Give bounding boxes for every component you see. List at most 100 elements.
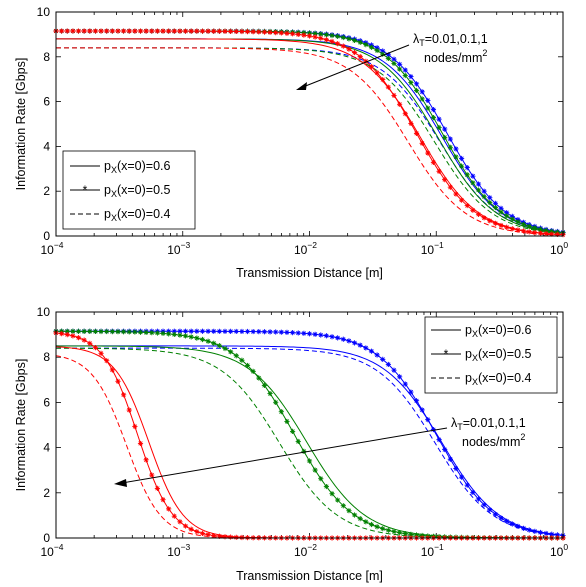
data-point-star bbox=[160, 28, 166, 34]
data-point-star bbox=[487, 199, 493, 206]
data-point-star bbox=[256, 29, 262, 35]
data-point-star bbox=[306, 30, 313, 36]
data-point-star bbox=[261, 29, 268, 35]
chart-panel-top: 0 2 4 6 8 10 10−4 10−3 10−2 10−1 100 Transmission … bbox=[14, 5, 568, 280]
data-point-star bbox=[487, 507, 493, 513]
data-point-star bbox=[92, 28, 99, 34]
annotation-line-1: λT=0.01,0.1,1 bbox=[413, 32, 488, 48]
data-point-star bbox=[222, 345, 228, 352]
data-point-star bbox=[526, 223, 532, 229]
x-tick-label: 10−4 bbox=[40, 542, 63, 559]
data-point-star bbox=[306, 331, 313, 337]
data-point-star bbox=[391, 92, 397, 99]
data-point-star bbox=[132, 329, 138, 335]
data-point-star bbox=[374, 47, 380, 54]
data-point-star bbox=[211, 328, 217, 334]
data-point-star bbox=[464, 165, 470, 171]
data-point-star bbox=[470, 489, 476, 496]
data-point-star bbox=[81, 328, 87, 334]
data-point-star bbox=[515, 219, 521, 225]
annotation-arrow-line bbox=[121, 427, 448, 484]
data-point-star bbox=[532, 225, 538, 231]
data-point-star bbox=[549, 531, 555, 537]
data-point-star bbox=[391, 56, 397, 62]
data-point-star bbox=[244, 362, 251, 369]
data-point-star bbox=[109, 367, 115, 373]
data-point-star bbox=[166, 328, 172, 334]
data-point-star bbox=[233, 28, 239, 35]
data-point-star bbox=[419, 140, 425, 146]
data-point-star bbox=[380, 356, 386, 362]
data-point-star bbox=[323, 483, 329, 490]
y-tick-label: 2 bbox=[43, 184, 50, 198]
data-point-star bbox=[318, 332, 324, 338]
data-point-star bbox=[532, 528, 538, 534]
data-point-star bbox=[391, 60, 397, 67]
data-point-star bbox=[385, 361, 391, 368]
data-point-star bbox=[498, 222, 504, 229]
data-point-star bbox=[278, 409, 284, 415]
plot-frame bbox=[55, 311, 564, 539]
data-point-star bbox=[109, 28, 115, 34]
data-point-star bbox=[211, 28, 217, 34]
data-point-star bbox=[408, 120, 414, 127]
data-point-star bbox=[199, 28, 206, 34]
data-point-star bbox=[498, 205, 504, 211]
data-point-star bbox=[442, 446, 448, 453]
annotation-arrow-line bbox=[302, 44, 410, 88]
data-point-star bbox=[526, 229, 532, 235]
data-point-star bbox=[329, 38, 335, 45]
data-point-star bbox=[436, 124, 442, 131]
data-point-star bbox=[87, 328, 93, 334]
data-point-star bbox=[70, 28, 76, 34]
series-line bbox=[56, 347, 564, 537]
data-point-star bbox=[239, 328, 245, 335]
data-point-star bbox=[87, 340, 93, 346]
data-point-star bbox=[261, 329, 268, 335]
data-point-star bbox=[335, 335, 341, 341]
data-point-star bbox=[470, 173, 476, 179]
data-point-star bbox=[323, 37, 329, 43]
data-point-star bbox=[380, 77, 386, 83]
data-point-star bbox=[498, 209, 504, 215]
y-axis-label: Information Rate [Gbps] bbox=[14, 58, 28, 191]
data-point-star bbox=[92, 328, 99, 335]
data-point-star bbox=[216, 328, 222, 334]
data-point-star bbox=[397, 101, 403, 107]
data-point-star bbox=[222, 534, 228, 540]
legend-item-2: pX(x=0)=0.4 bbox=[70, 207, 171, 223]
data-point-star bbox=[380, 526, 386, 532]
data-point-star bbox=[211, 532, 217, 539]
data-point-star bbox=[132, 28, 138, 34]
data-point-star bbox=[194, 529, 200, 535]
data-point-star bbox=[233, 353, 239, 359]
data-point-star bbox=[182, 333, 189, 339]
data-point-star bbox=[470, 180, 476, 186]
data-point-star bbox=[385, 527, 391, 533]
data-point-star bbox=[447, 456, 453, 462]
data-point-star bbox=[171, 331, 177, 338]
data-point-star bbox=[357, 516, 363, 522]
data-point-star bbox=[64, 332, 70, 338]
data-point-star bbox=[459, 474, 465, 480]
data-point-star bbox=[284, 329, 290, 335]
data-point-star bbox=[340, 34, 346, 41]
data-point-star bbox=[329, 32, 335, 39]
data-point-star bbox=[143, 457, 149, 463]
legend-label: pX(x=0)=0.4 bbox=[104, 207, 171, 223]
data-point-star bbox=[318, 476, 324, 482]
legend-item-1: * pX(x=0)=0.5 bbox=[70, 183, 171, 199]
data-point-star bbox=[442, 177, 448, 183]
data-point-star bbox=[532, 229, 538, 236]
data-point-star bbox=[104, 328, 110, 335]
y-tick-label: 8 bbox=[43, 50, 50, 64]
data-point-star bbox=[413, 130, 420, 136]
data-point-star bbox=[408, 389, 414, 395]
data-point-star bbox=[126, 28, 132, 34]
data-point-star bbox=[329, 491, 335, 497]
y-axis-label: Information Rate [Gbps] bbox=[14, 359, 28, 492]
data-point-star bbox=[290, 428, 296, 435]
data-point-star bbox=[143, 28, 149, 34]
data-point-star bbox=[459, 197, 465, 203]
